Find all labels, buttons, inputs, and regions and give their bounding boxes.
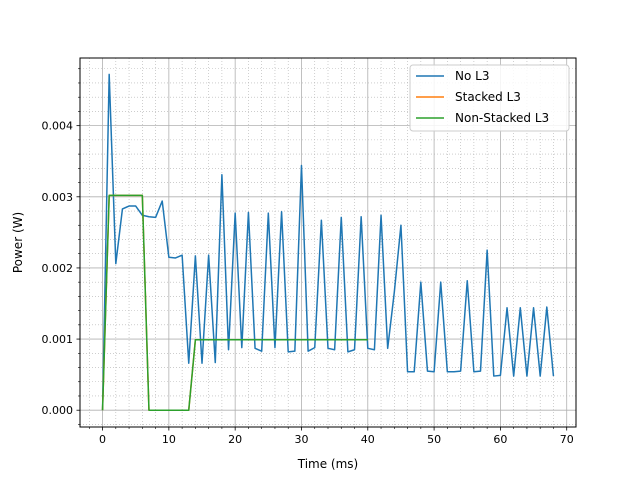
- x-tick-label: 10: [162, 433, 176, 446]
- y-tick-label: 0.003: [42, 191, 74, 204]
- y-tick-label: 0.004: [42, 120, 74, 133]
- x-tick-label: 30: [294, 433, 308, 446]
- x-tick-label: 40: [361, 433, 375, 446]
- series-layer: [101, 73, 555, 411]
- y-tick-label: 0.002: [42, 262, 74, 275]
- x-tick-label: 70: [560, 433, 574, 446]
- legend-label: No L3: [455, 69, 489, 83]
- x-tick-label: 50: [427, 433, 441, 446]
- y-tick-label: 0.001: [42, 333, 74, 346]
- legend-box: [409, 64, 570, 132]
- legend: No L3 Stacked L3 Non-Stacked L3: [409, 64, 570, 132]
- x-axis-label: Time (ms): [297, 457, 359, 471]
- legend-label: Stacked L3: [455, 90, 521, 104]
- legend-label: Non-Stacked L3: [455, 111, 549, 125]
- x-tick-label: 60: [493, 433, 507, 446]
- x-tick-label: 20: [228, 433, 242, 446]
- x-axis: 0 10 20 30 40 50 60 70: [88, 427, 574, 446]
- y-tick-label: 0.000: [42, 404, 74, 417]
- y-axis: 0.000 0.001 0.002 0.003 0.004: [42, 68, 80, 425]
- y-axis-label: Power (W): [11, 212, 25, 273]
- series-line-0: [101, 73, 555, 411]
- x-tick-label: 0: [99, 433, 106, 446]
- series-line-2: [101, 194, 368, 411]
